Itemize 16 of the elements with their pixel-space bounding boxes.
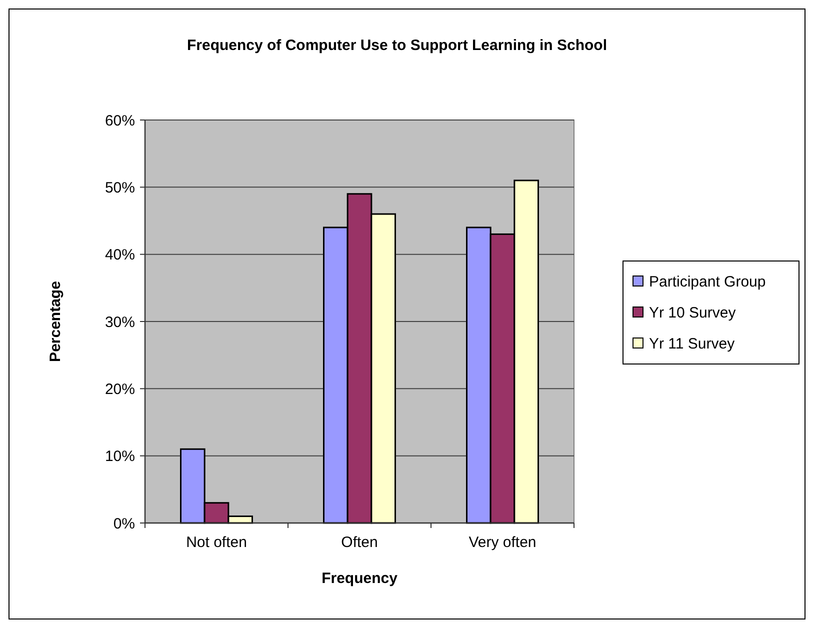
legend-label: Yr 10 Survey bbox=[649, 304, 736, 322]
y-tick-label: 0% bbox=[113, 515, 135, 532]
x-tick-label: Very often bbox=[468, 534, 536, 551]
y-tick-label: 50% bbox=[104, 179, 135, 196]
x-tick-label: Not often bbox=[186, 534, 247, 551]
y-tick-label: 40% bbox=[104, 246, 135, 264]
legend-label: Yr 11 Survey bbox=[649, 335, 736, 352]
y-tick-label: 10% bbox=[104, 448, 135, 466]
chart-title: Frequency of Computer Use to Support Learning in School bbox=[186, 37, 608, 54]
x-axis-title: Frequency bbox=[322, 570, 398, 587]
x-tick-label: Often bbox=[341, 534, 378, 551]
y-tick-label: 30% bbox=[104, 314, 135, 331]
y-tick-label: 60% bbox=[104, 112, 135, 130]
legend-label: Participant Group bbox=[649, 273, 766, 290]
y-axis-title: Percentage bbox=[47, 281, 64, 362]
y-tick-label: 20% bbox=[104, 380, 135, 398]
